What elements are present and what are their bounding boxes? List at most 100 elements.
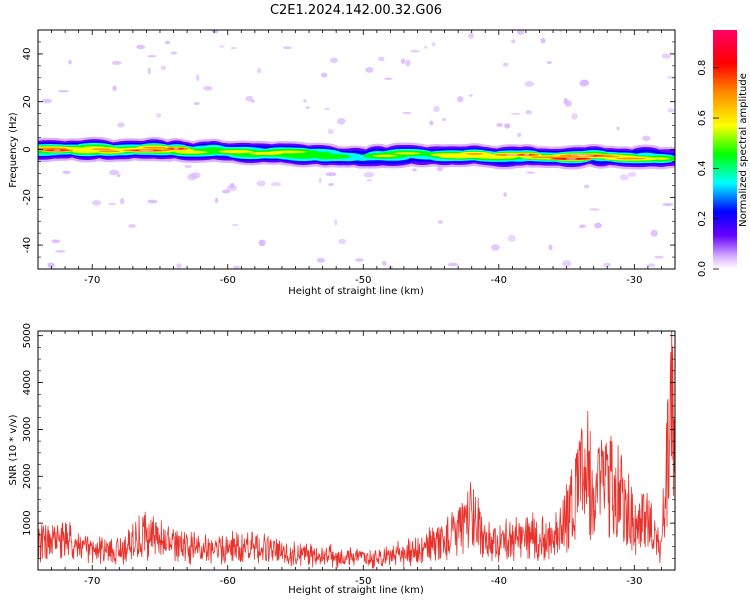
heatmap-speck — [365, 66, 374, 73]
heatmap-speck — [218, 45, 225, 48]
heatmap-cell — [269, 150, 307, 154]
heatmap-speck — [161, 65, 167, 70]
spectrogram-y-tick-label: 0 — [22, 146, 33, 152]
heatmap-speck — [329, 57, 338, 63]
spectrogram-x-tick-label: -40 — [491, 275, 507, 286]
heatmap-speck — [112, 60, 122, 66]
heatmap-speck — [325, 172, 337, 177]
heatmap-peak — [173, 147, 179, 150]
heatmap-speck — [381, 260, 387, 267]
heatmap-speck — [108, 169, 119, 176]
heatmap-peak — [523, 153, 530, 156]
heatmap-speck — [305, 106, 310, 109]
snr-x-label: Height of straight line (km) — [288, 585, 424, 596]
heatmap-speck — [47, 262, 55, 268]
heatmap-speck — [184, 164, 192, 169]
heatmap-speck — [412, 168, 417, 172]
heatmap-speck — [164, 40, 171, 45]
heatmap-speck — [136, 44, 146, 50]
heatmap-speck — [447, 262, 459, 267]
heatmap-speck — [112, 85, 117, 91]
heatmap-speck — [524, 80, 534, 87]
heatmap-speck — [661, 53, 672, 59]
heatmap-speck — [233, 265, 240, 269]
snr-x-tick-label: -40 — [491, 576, 507, 587]
snr-y-tick-label: 5000 — [22, 323, 33, 348]
heatmap-cell — [314, 153, 351, 160]
heatmap-speck — [410, 49, 421, 53]
heatmap-speck — [540, 38, 546, 44]
spectrogram-ticks: -70 -60 -50 -40 -30 -40 -20 0 20 40 — [22, 29, 676, 286]
spectrogram-x-tick-label: -30 — [626, 275, 642, 286]
colorbar-tick-label: 0.2 — [697, 211, 708, 227]
heatmap-speck — [511, 112, 521, 115]
heatmap-speck — [548, 244, 553, 251]
spectrogram-y-tick-label: -40 — [22, 237, 33, 253]
heatmap-speck — [338, 238, 346, 244]
colorbar-gradient — [713, 30, 737, 269]
heatmap-cell — [218, 149, 254, 154]
heatmap-speck — [366, 179, 373, 182]
heatmap-speck — [562, 260, 572, 267]
heatmap-cell — [142, 146, 166, 149]
heatmap-speck — [221, 189, 231, 194]
snr-frame — [37, 330, 676, 571]
heatmap-cell — [597, 155, 620, 158]
heatmap-cell — [615, 157, 647, 160]
heatmap-speck — [559, 30, 563, 33]
heatmap-speck — [250, 99, 255, 104]
heatmap-ridge — [38, 30, 675, 269]
spectrogram-x-label: Height of straight line (km) — [288, 286, 424, 297]
heatmap-speck — [504, 123, 511, 129]
heatmap-speck — [128, 223, 136, 229]
snr-y-tick-label: 1000 — [22, 510, 33, 535]
heatmap-speck — [68, 59, 72, 65]
heatmap-speck — [490, 244, 500, 251]
heatmap-speck — [211, 30, 219, 34]
heatmap-speck — [334, 218, 338, 226]
figure-title: C2E1.2024.142.00.32.G06 — [270, 3, 442, 18]
heatmap-speck — [147, 67, 151, 75]
heatmap-speck — [516, 30, 525, 35]
spectrogram-x-tick-label: -50 — [355, 275, 371, 286]
heatmap-speck — [525, 110, 533, 115]
heatmap-speck — [324, 107, 330, 111]
heatmap-speck — [666, 76, 675, 79]
heatmap-peak — [138, 149, 155, 152]
heatmap-speck — [378, 56, 385, 62]
heatmap-cell — [98, 150, 120, 153]
colorbar-tick-label: 0.4 — [697, 160, 708, 176]
heatmap-speck — [571, 113, 578, 120]
heatmap-cell — [651, 157, 670, 160]
heatmap-speck — [525, 171, 536, 174]
heatmap-speck — [400, 58, 406, 64]
snr-y-tick-label: 2000 — [22, 464, 33, 489]
heatmap-speck — [502, 62, 509, 67]
heatmap-speck — [51, 239, 61, 244]
colorbar-label: Normalized spectral amplitude — [738, 73, 749, 227]
spectrogram-y-tick-label: 40 — [22, 48, 33, 61]
heatmap-speck — [363, 171, 375, 178]
heatmap-speck — [318, 177, 322, 184]
heatmap-speck — [327, 128, 334, 135]
heatmap-speck — [147, 54, 157, 58]
heatmap-cell — [174, 150, 208, 154]
heatmap-speck — [563, 97, 569, 105]
heatmap-speck — [116, 173, 121, 178]
heatmap-speck — [517, 132, 522, 138]
heatmap-speck — [496, 123, 503, 127]
heatmap-speck — [321, 72, 328, 78]
snr-series-line — [38, 331, 675, 569]
heatmap-speck — [431, 42, 437, 47]
spectrogram-x-tick-label: -70 — [84, 275, 100, 286]
spectrogram-y-tick-label: -20 — [22, 189, 33, 205]
heatmap-speck — [231, 224, 240, 227]
colorbar-tick-label: 0.8 — [697, 60, 708, 76]
spectrogram-y-label: Frequency (Hz) — [8, 112, 19, 188]
heatmap-speck — [507, 234, 516, 242]
colorbar-ticks: 0.0 0.2 0.4 0.6 0.8 — [697, 60, 719, 277]
heatmap-speck — [589, 208, 600, 211]
colorbar-tick-label: 0.0 — [697, 261, 708, 277]
heatmap-speck — [170, 51, 178, 55]
heatmap-speck — [654, 255, 665, 259]
